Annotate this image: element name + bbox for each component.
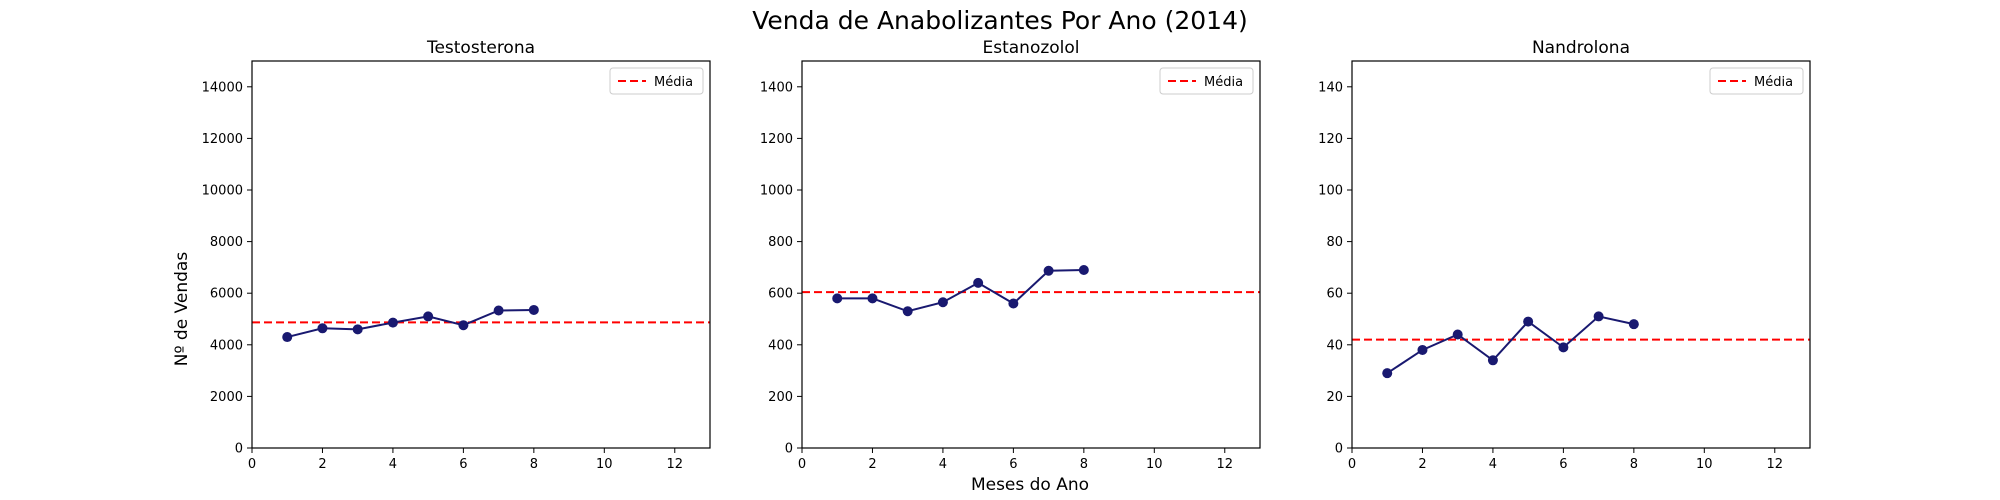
y-tick-label: 200: [768, 390, 793, 405]
data-point: [1008, 298, 1019, 309]
legend-box: [1709, 67, 1804, 95]
subplot-1: Testosterona 0 2 4 6 8 10 12 0 2000 4000 6000 8000 10…: [202, 38, 711, 472]
data-point: [973, 277, 984, 288]
subplot-title: Estanozolol: [982, 38, 1079, 58]
data-point: [867, 293, 878, 304]
y-tick-label: 400: [768, 338, 793, 353]
data-point: [1593, 311, 1604, 322]
series-line: [1386, 315, 1635, 375]
data-point: [1523, 316, 1534, 327]
data-point: [282, 332, 293, 343]
y-tick-label: 40: [1326, 338, 1343, 353]
y-tick-label: 4000: [210, 338, 243, 353]
plot-frame: [1351, 60, 1811, 449]
legend: Média: [609, 67, 704, 95]
x-tick-label: 10: [596, 457, 613, 472]
legend-label: Média: [654, 75, 693, 90]
y-tick-label: 140: [1318, 80, 1343, 95]
x-tick-label: 8: [1080, 457, 1088, 472]
data-point: [317, 323, 328, 334]
y-tick-label: 0: [785, 442, 793, 457]
series-line: [286, 308, 534, 339]
x-tick-label: 0: [1348, 457, 1356, 472]
data-point: [352, 324, 363, 335]
y-tick-label: 100: [1318, 184, 1343, 199]
plot-frame: [251, 60, 711, 449]
data-point: [387, 317, 398, 328]
x-tick-label: 8: [530, 457, 538, 472]
legend-label: Média: [1204, 75, 1243, 90]
data-point: [902, 306, 913, 317]
y-tick-label: 800: [768, 235, 793, 250]
x-tick-label: 0: [248, 457, 256, 472]
x-tick-label: 4: [939, 457, 947, 472]
legend-box: [609, 67, 704, 95]
y-tick-label: 1400: [760, 80, 793, 95]
y-tick-label: 20: [1326, 390, 1343, 405]
legend-label: Média: [1754, 75, 1793, 90]
y-tick-label: 600: [768, 287, 793, 302]
data-point: [1382, 368, 1393, 379]
data-point: [528, 304, 539, 315]
data-point: [1628, 319, 1639, 330]
plot-frame: [801, 60, 1261, 449]
subplot-title: Testosterona: [426, 38, 535, 58]
legend: Média: [1709, 67, 1804, 95]
y-tick-label: 1200: [760, 132, 793, 147]
data-point: [423, 311, 434, 322]
x-tick-label: 8: [1630, 457, 1638, 472]
data-point: [493, 305, 504, 316]
y-tick-label: 6000: [210, 287, 243, 302]
figure-title: Venda de Anabolizantes Por Ano (2014): [752, 6, 1248, 35]
data-point: [1043, 265, 1054, 276]
x-tick-label: 2: [318, 457, 326, 472]
x-tick-label: 12: [1766, 457, 1783, 472]
y-tick-label: 2000: [210, 390, 243, 405]
data-point: [1417, 344, 1428, 355]
x-tick-label: 4: [1489, 457, 1497, 472]
x-tick-label: 6: [459, 457, 467, 472]
x-tick-label: 12: [666, 457, 683, 472]
y-axis-label: Nº de Vendas: [172, 252, 192, 367]
x-tick-label: 0: [798, 457, 806, 472]
legend: Média: [1159, 67, 1254, 95]
x-axis-label: Meses do Ano: [971, 475, 1089, 495]
y-tick-label: 120: [1318, 132, 1343, 147]
x-tick-label: 6: [1559, 457, 1567, 472]
x-tick-label: 2: [1418, 457, 1426, 472]
y-tick-label: 0: [235, 442, 243, 457]
x-tick-label: 2: [868, 457, 876, 472]
data-point: [1487, 355, 1498, 366]
data-point: [1452, 329, 1463, 340]
data-point: [937, 297, 948, 308]
x-tick-label: 6: [1009, 457, 1017, 472]
y-tick-label: 0: [1335, 442, 1343, 457]
y-tick-label: 12000: [202, 132, 243, 147]
y-tick-label: 10000: [202, 184, 243, 199]
x-tick-label: 10: [1696, 457, 1713, 472]
x-tick-label: 4: [389, 457, 397, 472]
subplot-2: Estanozolol 0 2 4 6 8 10 12 0 200 400 600 800 1000 120…: [760, 38, 1261, 472]
data-point: [1558, 342, 1569, 353]
subplot-title: Nandrolona: [1532, 38, 1630, 58]
data-point: [832, 293, 843, 304]
data-point: [1078, 264, 1089, 275]
legend-box: [1159, 67, 1254, 95]
y-tick-label: 1000: [760, 184, 793, 199]
y-tick-label: 14000: [202, 80, 243, 95]
x-tick-label: 12: [1216, 457, 1233, 472]
series-line: [837, 268, 1084, 313]
y-tick-label: 8000: [210, 235, 243, 250]
data-point: [458, 320, 469, 331]
y-tick-label: 60: [1326, 287, 1343, 302]
x-tick-label: 10: [1146, 457, 1163, 472]
y-tick-label: 80: [1326, 235, 1343, 250]
